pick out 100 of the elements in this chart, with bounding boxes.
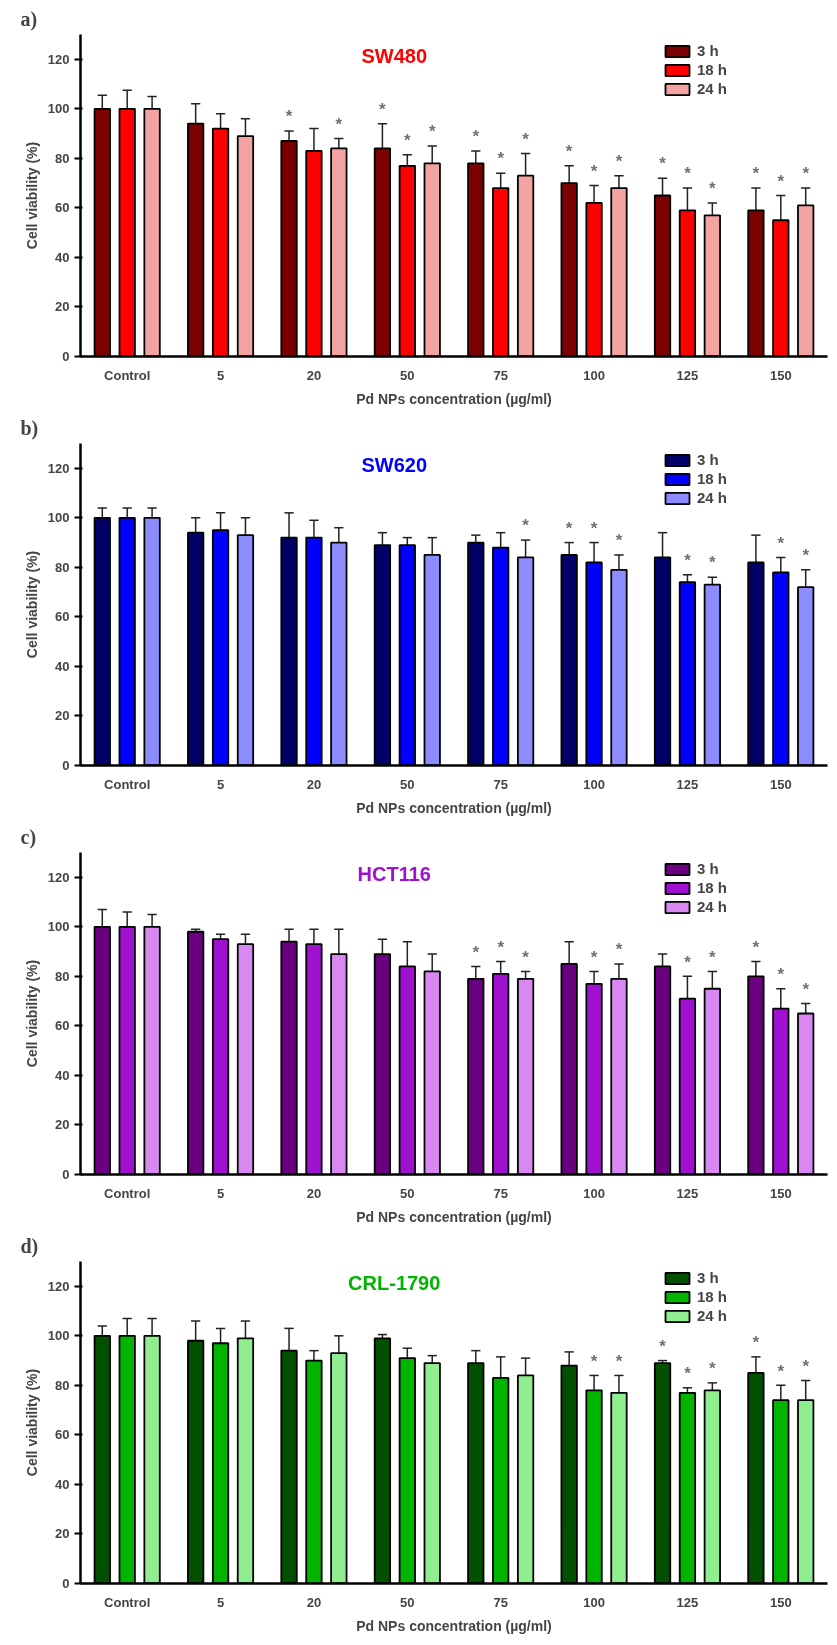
- data-label: *: [777, 533, 785, 553]
- data-label: *: [752, 164, 760, 184]
- x-tick-label: 75: [493, 1185, 508, 1201]
- x-tick-label: 20: [306, 1185, 322, 1201]
- y-tick-label: 60: [55, 609, 70, 625]
- y-tick-label: 80: [55, 1377, 70, 1393]
- x-tick-label: 150: [769, 367, 792, 383]
- x-tick-label: 20: [306, 367, 322, 383]
- data-label: *: [565, 518, 573, 538]
- y-tick-label: 80: [55, 559, 70, 575]
- text: CRL-1790: [348, 1271, 441, 1294]
- x-tick-label: 100: [583, 367, 605, 383]
- y-tick-label: 0: [62, 758, 70, 773]
- data-label: *: [497, 149, 505, 169]
- text: c): [20, 825, 37, 849]
- data-label: *: [590, 947, 598, 967]
- x-tick-label: 100: [583, 776, 605, 792]
- text: HCT116: [357, 862, 431, 885]
- y-axis-title: Cell viability (%): [23, 141, 40, 250]
- legend-label: 3 h: [697, 860, 719, 877]
- y-tick-label: 100: [47, 101, 70, 117]
- y-axis-title: Cell viability (%): [23, 1368, 40, 1477]
- legend-label: 3 h: [697, 1269, 719, 1286]
- x-tick-label: 5: [216, 1185, 225, 1201]
- data-label: *: [752, 1333, 760, 1353]
- data-label: *: [684, 1363, 692, 1383]
- data-label: *: [802, 545, 810, 565]
- data-label: *: [684, 164, 692, 184]
- y-tick-label: 80: [55, 968, 70, 984]
- y-tick-label: 40: [55, 1067, 70, 1083]
- x-axis-title: Pd NPs concentration (µg/ml): [356, 390, 552, 407]
- x-axis-title: Pd NPs concentration (µg/ml): [356, 1208, 552, 1225]
- text: SW480: [361, 44, 428, 67]
- data-label: *: [472, 127, 480, 147]
- data-label: *: [565, 141, 573, 161]
- legend-label: 24 h: [697, 1307, 728, 1324]
- x-tick-label: 50: [400, 1185, 415, 1201]
- y-tick-label: 60: [55, 1427, 70, 1443]
- x-tick-label: 125: [676, 1185, 699, 1201]
- data-label: *: [497, 937, 505, 957]
- data-label: *: [615, 151, 623, 171]
- data-label: *: [522, 516, 530, 536]
- y-tick-label: 40: [55, 1476, 70, 1492]
- data-label: *: [472, 942, 480, 962]
- y-tick-label: 120: [47, 1278, 70, 1294]
- data-label: *: [615, 531, 623, 551]
- legend-label: 24 h: [697, 80, 728, 97]
- legend-label: 24 h: [697, 898, 728, 915]
- x-tick-label: 75: [493, 776, 508, 792]
- x-tick-label: 75: [493, 367, 508, 383]
- data-label: *: [709, 947, 717, 967]
- data-label: *: [752, 937, 760, 957]
- data-label: *: [615, 1351, 623, 1371]
- text: d): [20, 1234, 39, 1258]
- data-label: *: [684, 952, 692, 972]
- y-tick-label: 120: [47, 869, 70, 885]
- x-tick-label: 125: [676, 776, 699, 792]
- legend-label: 18 h: [697, 61, 728, 78]
- data-label: *: [590, 1351, 598, 1371]
- x-tick-label: Control: [104, 1594, 151, 1610]
- x-tick-label: Control: [104, 776, 151, 792]
- x-axis-title: Pd NPs concentration (µg/ml): [356, 1617, 552, 1634]
- x-tick-label: Control: [104, 1185, 151, 1201]
- x-tick-label: 100: [583, 1594, 605, 1610]
- x-axis-title: Pd NPs concentration (µg/ml): [356, 799, 552, 816]
- data-label: *: [777, 964, 785, 984]
- y-tick-label: 120: [47, 460, 70, 476]
- text: SW620: [361, 453, 428, 476]
- y-tick-label: 0: [62, 1576, 70, 1591]
- data-label: *: [379, 99, 387, 119]
- y-tick-label: 0: [62, 1167, 70, 1182]
- data-label: *: [802, 1356, 810, 1376]
- x-tick-label: Control: [104, 367, 151, 383]
- data-label: *: [802, 979, 810, 999]
- data-label: *: [684, 550, 692, 570]
- legend-label: 3 h: [697, 451, 719, 468]
- x-tick-label: 5: [216, 367, 225, 383]
- y-tick-label: 20: [55, 1526, 70, 1542]
- legend-label: 24 h: [697, 489, 728, 506]
- legend-label: 18 h: [697, 470, 728, 487]
- data-label: *: [709, 553, 717, 573]
- x-tick-label: 20: [306, 776, 322, 792]
- y-tick-label: 60: [55, 200, 70, 216]
- y-tick-label: 40: [55, 249, 70, 265]
- data-label: *: [590, 518, 598, 538]
- y-tick-label: 100: [47, 1328, 70, 1344]
- x-tick-label: 50: [400, 776, 415, 792]
- y-tick-label: 0: [62, 349, 70, 364]
- data-label: *: [522, 129, 530, 149]
- x-tick-label: 75: [493, 1594, 508, 1610]
- legend-label: 3 h: [697, 42, 719, 59]
- x-tick-label: 20: [306, 1594, 322, 1610]
- text: a): [20, 7, 38, 31]
- y-tick-label: 20: [55, 299, 70, 315]
- x-tick-label: 125: [676, 1594, 699, 1610]
- x-tick-label: 125: [676, 367, 699, 383]
- x-tick-label: 150: [769, 776, 792, 792]
- data-label: *: [428, 122, 436, 142]
- data-label: *: [615, 940, 623, 960]
- x-tick-label: 150: [769, 1185, 792, 1201]
